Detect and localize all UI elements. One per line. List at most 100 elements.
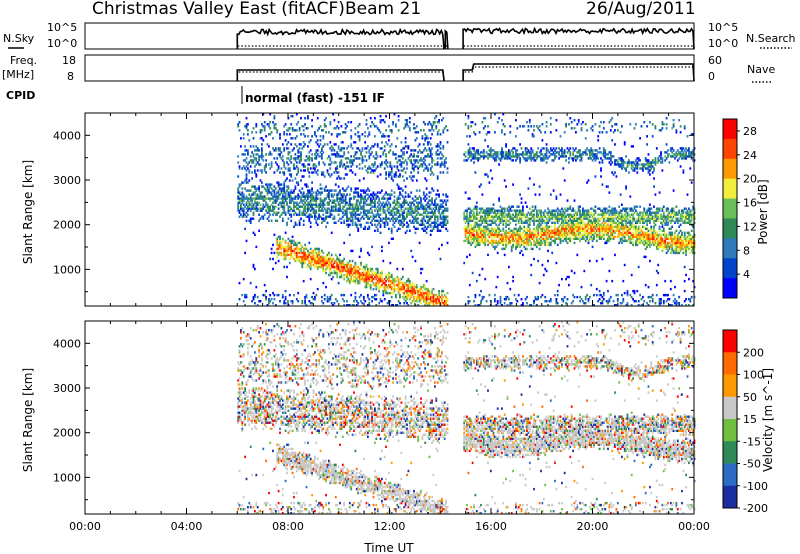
range-gate-cell (496, 275, 499, 279)
range-gate-cell (255, 187, 258, 190)
range-gate-cell (407, 285, 410, 289)
range-gate-cell (270, 219, 273, 223)
range-gate-cell (251, 151, 253, 154)
range-gate-cell (252, 145, 255, 148)
range-gate-cell (305, 127, 308, 130)
range-gate-cell (265, 183, 267, 186)
range-gate-cell (369, 171, 372, 174)
range-gate-cell (311, 159, 313, 162)
range-gate-cell (492, 215, 495, 218)
range-gate-cell (283, 253, 286, 257)
range-gate-cell (256, 304, 259, 307)
range-gate-cell (385, 171, 387, 174)
range-gate-cell (549, 229, 552, 233)
range-gate-cell (242, 203, 245, 206)
range-gate-cell (519, 209, 521, 212)
range-gate-cell (549, 153, 552, 156)
range-gate-cell (527, 217, 530, 220)
range-gate-cell (256, 201, 259, 204)
range-gate-cell (350, 211, 353, 214)
range-gate-cell (445, 157, 447, 160)
range-gate-cell (526, 213, 528, 216)
range-gate-cell (481, 295, 484, 299)
range-gate-cell (503, 133, 506, 136)
range-gate-cell (286, 253, 288, 257)
range-gate-cell (489, 219, 492, 223)
range-gate-cell (254, 267, 256, 271)
range-gate-cell (369, 221, 372, 225)
range-gate-cell (523, 239, 526, 243)
range-gate-cell (372, 191, 375, 194)
range-gate-cell (568, 123, 570, 126)
range-gate-cell (474, 157, 477, 160)
range-gate-cell (323, 261, 326, 265)
range-gate-cell (495, 215, 498, 218)
range-gate-cell (283, 201, 286, 204)
range-gate-cell (312, 211, 315, 214)
range-gate-cell (408, 298, 411, 301)
range-gate-cell (358, 281, 361, 285)
range-gate-cell (478, 273, 481, 277)
range-gate-cell (439, 147, 442, 150)
range-gate-cell (414, 161, 417, 164)
range-gate-cell (277, 243, 280, 247)
range-gate-cell (424, 167, 427, 170)
range-gate-cell (364, 275, 367, 279)
range-gate-cell (482, 209, 485, 212)
range-gate-cell (336, 275, 339, 279)
range-gate-cell (396, 275, 399, 279)
range-gate-cell (290, 215, 293, 218)
range-gate-cell (247, 153, 249, 156)
range-gate-cell (388, 139, 390, 142)
range-gate-cell (283, 211, 286, 214)
range-gate-cell (355, 300, 358, 303)
range-gate-cell (407, 283, 410, 287)
range-gate-cell (277, 293, 280, 297)
range-gate-cell (528, 223, 531, 227)
range-gate-cell (517, 153, 520, 156)
range-gate-cell (353, 207, 355, 210)
range-gate-cell (408, 211, 411, 214)
range-gate-cell (369, 273, 372, 277)
range-gate-cell (474, 229, 477, 233)
range-gate-cell (328, 191, 330, 194)
range-gate-cell (475, 217, 478, 220)
range-gate-cell (392, 179, 394, 182)
range-gate-cell (442, 295, 445, 299)
range-gate-cell (395, 283, 397, 287)
range-gate-cell (415, 159, 418, 162)
range-gate-cell (367, 127, 369, 130)
range-gate-cell (519, 227, 521, 231)
range-gate-cell (255, 131, 258, 134)
range-gate-cell (474, 241, 477, 245)
range-gate-cell (545, 219, 548, 223)
range-gate-cell (367, 187, 369, 190)
range-gate-cell (245, 239, 248, 243)
range-gate-cell (446, 141, 449, 144)
range-gate-cell (428, 147, 431, 150)
range-gate-cell (551, 221, 554, 225)
range-gate-cell (315, 197, 318, 200)
range-gate-cell (312, 163, 315, 166)
range-gate-cell (383, 283, 386, 287)
range-gate-cell (406, 298, 408, 301)
range-gate-cell (321, 217, 323, 220)
range-gate-cell (399, 227, 401, 231)
range-gate-cell (509, 207, 512, 210)
range-gate-cell (252, 203, 255, 206)
range-gate-cell (305, 185, 308, 188)
range-gate-cell (372, 215, 375, 218)
range-gate-cell (301, 245, 304, 249)
range-gate-cell (290, 201, 293, 204)
range-gate-cell (371, 267, 373, 271)
range-gate-cell (516, 213, 519, 216)
range-gate-cell (360, 225, 362, 229)
range-gate-cell (368, 279, 371, 283)
range-gate-cell (484, 221, 487, 225)
range-gate-cell (464, 209, 467, 212)
range-gate-cell (312, 259, 315, 263)
range-gate-cell (516, 300, 519, 303)
range-gate-cell (382, 153, 385, 156)
range-gate-cell (434, 199, 436, 202)
range-gate-cell (262, 207, 265, 210)
